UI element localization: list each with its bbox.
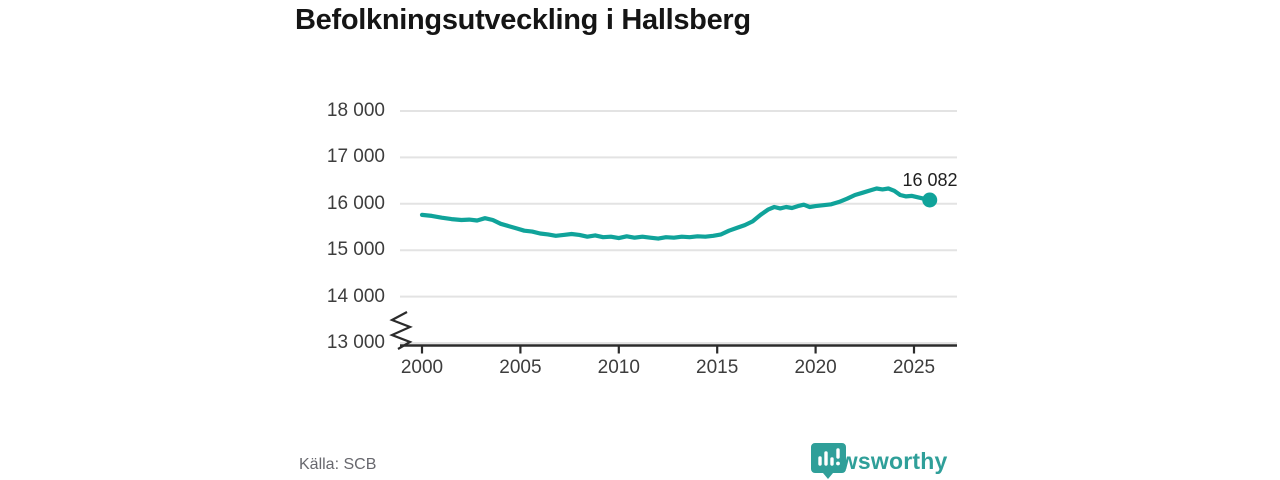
source-note: Källa: SCB xyxy=(299,456,377,473)
x-axis-tick-label: 2015 xyxy=(696,357,739,378)
y-axis-tick-label: 14 000 xyxy=(326,285,385,307)
y-axis-tick-label: 18 000 xyxy=(326,100,385,121)
chart-title: Befolkningsutveckling i Hallsberg xyxy=(295,4,751,36)
population-line xyxy=(419,186,932,241)
x-axis-tick-label: 2025 xyxy=(892,357,936,378)
axis-break-icon xyxy=(389,311,413,350)
y-axis-tick-label: 17 000 xyxy=(326,146,385,168)
y-axis-tick-label: 13 000 xyxy=(326,332,385,353)
x-axis-tick-label: 2010 xyxy=(597,357,640,378)
newsworthy-brand: Newsworthy xyxy=(810,442,947,480)
x-axis-tick-label: 2020 xyxy=(794,357,837,378)
latest-value-marker xyxy=(922,192,938,208)
newsworthy-logo-icon xyxy=(811,443,846,479)
y-axis-tick-label: 16 000 xyxy=(326,192,385,214)
latest-value-label: 16 082 xyxy=(902,170,958,190)
x-axis-tick-label: 2005 xyxy=(499,357,542,378)
x-axis-tick-label: 2000 xyxy=(400,357,444,378)
y-axis-tick-label: 15 000 xyxy=(326,239,385,261)
